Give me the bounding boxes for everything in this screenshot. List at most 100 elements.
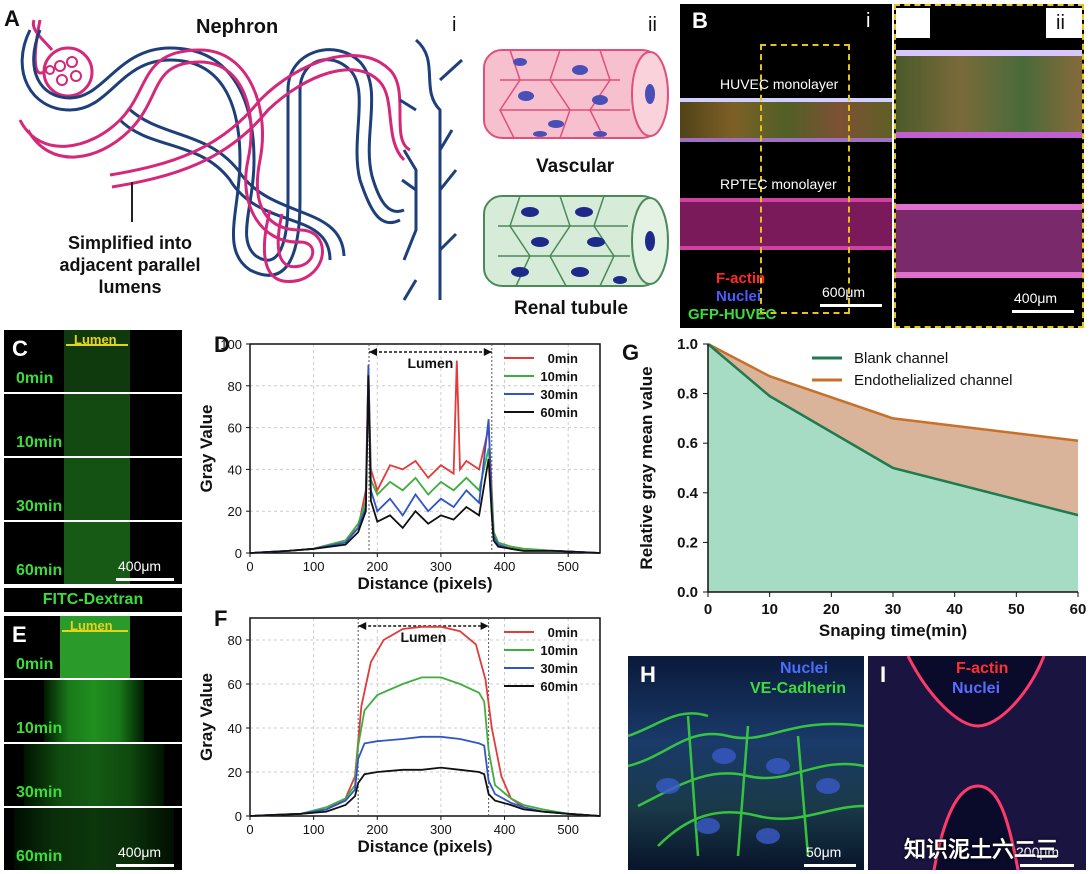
sub-label-ii: ii bbox=[648, 14, 657, 36]
h-cadherin-network bbox=[628, 712, 864, 857]
legend-label: 10min bbox=[540, 643, 578, 658]
huvec-label: HUVEC monolayer bbox=[720, 76, 839, 92]
b-ii-scalebar bbox=[1012, 310, 1074, 313]
e-frame-10 bbox=[4, 680, 182, 742]
i-legend-nuclei: Nuclei bbox=[952, 680, 1001, 697]
x-tick-label: 500 bbox=[557, 559, 579, 574]
x-tick-label: 100 bbox=[303, 559, 325, 574]
panel-e: E Lumen 0min 10min 30min 60min 400μm bbox=[4, 616, 182, 870]
x-tick-label: 40 bbox=[946, 601, 963, 618]
legend-label: Blank channel bbox=[854, 350, 948, 367]
parallel-lumens-diagram bbox=[399, 38, 464, 301]
panel-b-i-sublabel: i bbox=[866, 10, 871, 32]
sub-label-i: i bbox=[452, 14, 457, 36]
simplified-line-2: adjacent parallel bbox=[59, 255, 201, 275]
c-frame-60 bbox=[4, 522, 182, 584]
lumen-arrowhead bbox=[369, 348, 377, 356]
y-tick-label: 0.0 bbox=[677, 584, 698, 601]
x-tick-label: 0 bbox=[246, 822, 253, 837]
x-tick-label: 10 bbox=[761, 601, 778, 618]
e-frame-60 bbox=[4, 808, 182, 870]
legend-label: 0min bbox=[548, 351, 578, 366]
e-lumen-bracket bbox=[62, 630, 128, 632]
series-line-10min bbox=[249, 676, 601, 817]
b-legend-factin: F-actin bbox=[716, 270, 766, 287]
c-frame-0 bbox=[4, 330, 182, 392]
b-legend-gfp: GFP-HUVEC bbox=[688, 306, 777, 323]
y-tick-label: 0.6 bbox=[677, 435, 698, 452]
chart-g: 0 10 20 30 40 50 60 0.0 0.2 0.4 0.6 0.8 1.0 Snaping t… bbox=[637, 336, 1086, 640]
panel-g-letter: G bbox=[622, 340, 640, 365]
y-tick-label: 100 bbox=[220, 337, 242, 352]
legend-label: 60min bbox=[540, 679, 578, 694]
panel-f-letter: F bbox=[214, 606, 228, 631]
vessel-pink bbox=[18, 48, 411, 283]
y-axis-label: Relative gray mean value bbox=[637, 366, 656, 569]
x-tick-label: 30 bbox=[885, 601, 902, 618]
y-tick-label: 40 bbox=[228, 462, 242, 477]
b-i-scalebar bbox=[820, 304, 882, 307]
panel-h-letter: H bbox=[640, 662, 656, 687]
i-scalebar bbox=[1020, 864, 1074, 867]
panel-d-letter: D bbox=[214, 332, 230, 357]
series-line-30min bbox=[249, 364, 601, 554]
legend-label: Endothelialized channel bbox=[854, 372, 1012, 389]
simplified-line-1: Simplified into bbox=[68, 233, 192, 253]
panel-a: A Nephron i ii bbox=[0, 0, 680, 330]
fitc-dextran-banner: FITC-Dextran bbox=[4, 588, 182, 612]
x-tick-label: 500 bbox=[557, 822, 579, 837]
series-line-30min bbox=[249, 735, 601, 817]
c-time-60: 60min bbox=[16, 562, 63, 579]
y-tick-label: 80 bbox=[228, 633, 242, 648]
y-tick-label: 0 bbox=[235, 809, 242, 824]
panel-b-i-image: B i HUVEC monolayer RPTEC monolayer F-ac… bbox=[680, 4, 892, 328]
series-line-60min bbox=[249, 375, 601, 554]
plot-frame bbox=[249, 617, 601, 817]
x-axis-label: Snaping time(min) bbox=[819, 621, 967, 640]
panel-c-letter: C bbox=[12, 336, 28, 361]
lumen-annotation: Lumen bbox=[407, 355, 453, 371]
lumen-arrowhead bbox=[480, 622, 489, 630]
y-axis-label: Gray Value bbox=[197, 673, 216, 761]
c-scalebar bbox=[116, 578, 174, 581]
y-tick-label: 0 bbox=[235, 546, 242, 561]
x-tick-label: 20 bbox=[823, 601, 840, 618]
e-frame-30 bbox=[4, 744, 182, 806]
watermark: 知识泥土六二三 bbox=[904, 837, 1059, 862]
renal-tubule-label: Renal tubule bbox=[514, 298, 629, 319]
chart-d: Lumen 0 100 200 300 400 500 0 20 40 60 80 100 Distanc… bbox=[197, 337, 601, 593]
legend-label: 10min bbox=[540, 369, 578, 384]
x-tick-label: 0 bbox=[704, 601, 712, 618]
y-tick-label: 20 bbox=[228, 765, 242, 780]
panel-i-image: I F-actin Nuclei 200μm bbox=[868, 656, 1086, 870]
e-lumen-label: Lumen bbox=[70, 618, 113, 633]
x-tick-label: 0 bbox=[246, 559, 253, 574]
x-tick-label: 50 bbox=[1008, 601, 1025, 618]
c-scale-label: 400μm bbox=[118, 558, 162, 574]
x-axis-label: Distance (pixels) bbox=[357, 837, 492, 856]
x-axis-label: Distance (pixels) bbox=[357, 574, 492, 593]
c-frame-30 bbox=[4, 458, 182, 520]
legend-label: 30min bbox=[540, 661, 578, 676]
simplified-line-3: lumens bbox=[98, 277, 162, 297]
legend-label: 30min bbox=[540, 387, 578, 402]
h-scale-label: 50μm bbox=[806, 844, 842, 860]
panel-b-ii-image: ii 400μm bbox=[894, 4, 1084, 328]
legend-label: 60min bbox=[540, 405, 578, 420]
series-line-Blank channel bbox=[707, 343, 1079, 517]
y-tick-label: 40 bbox=[228, 721, 242, 736]
y-tick-label: 0.2 bbox=[677, 534, 698, 551]
h-scalebar bbox=[804, 864, 856, 867]
i-scale-label: 200μm bbox=[1016, 844, 1060, 860]
e-time-30: 30min bbox=[16, 784, 63, 801]
h-legend-vecadherin: VE-Cadherin bbox=[750, 680, 847, 697]
lumen-arrowhead bbox=[358, 622, 367, 630]
panel-b-letter: B bbox=[692, 8, 708, 33]
y-tick-label: 60 bbox=[228, 421, 242, 436]
e-scalebar bbox=[116, 864, 174, 867]
i-channel-junction bbox=[868, 656, 1086, 870]
x-tick-label: 300 bbox=[430, 559, 452, 574]
x-tick-label: 100 bbox=[303, 822, 325, 837]
y-tick-label: 20 bbox=[228, 504, 242, 519]
c-lumen-bracket bbox=[66, 344, 128, 346]
